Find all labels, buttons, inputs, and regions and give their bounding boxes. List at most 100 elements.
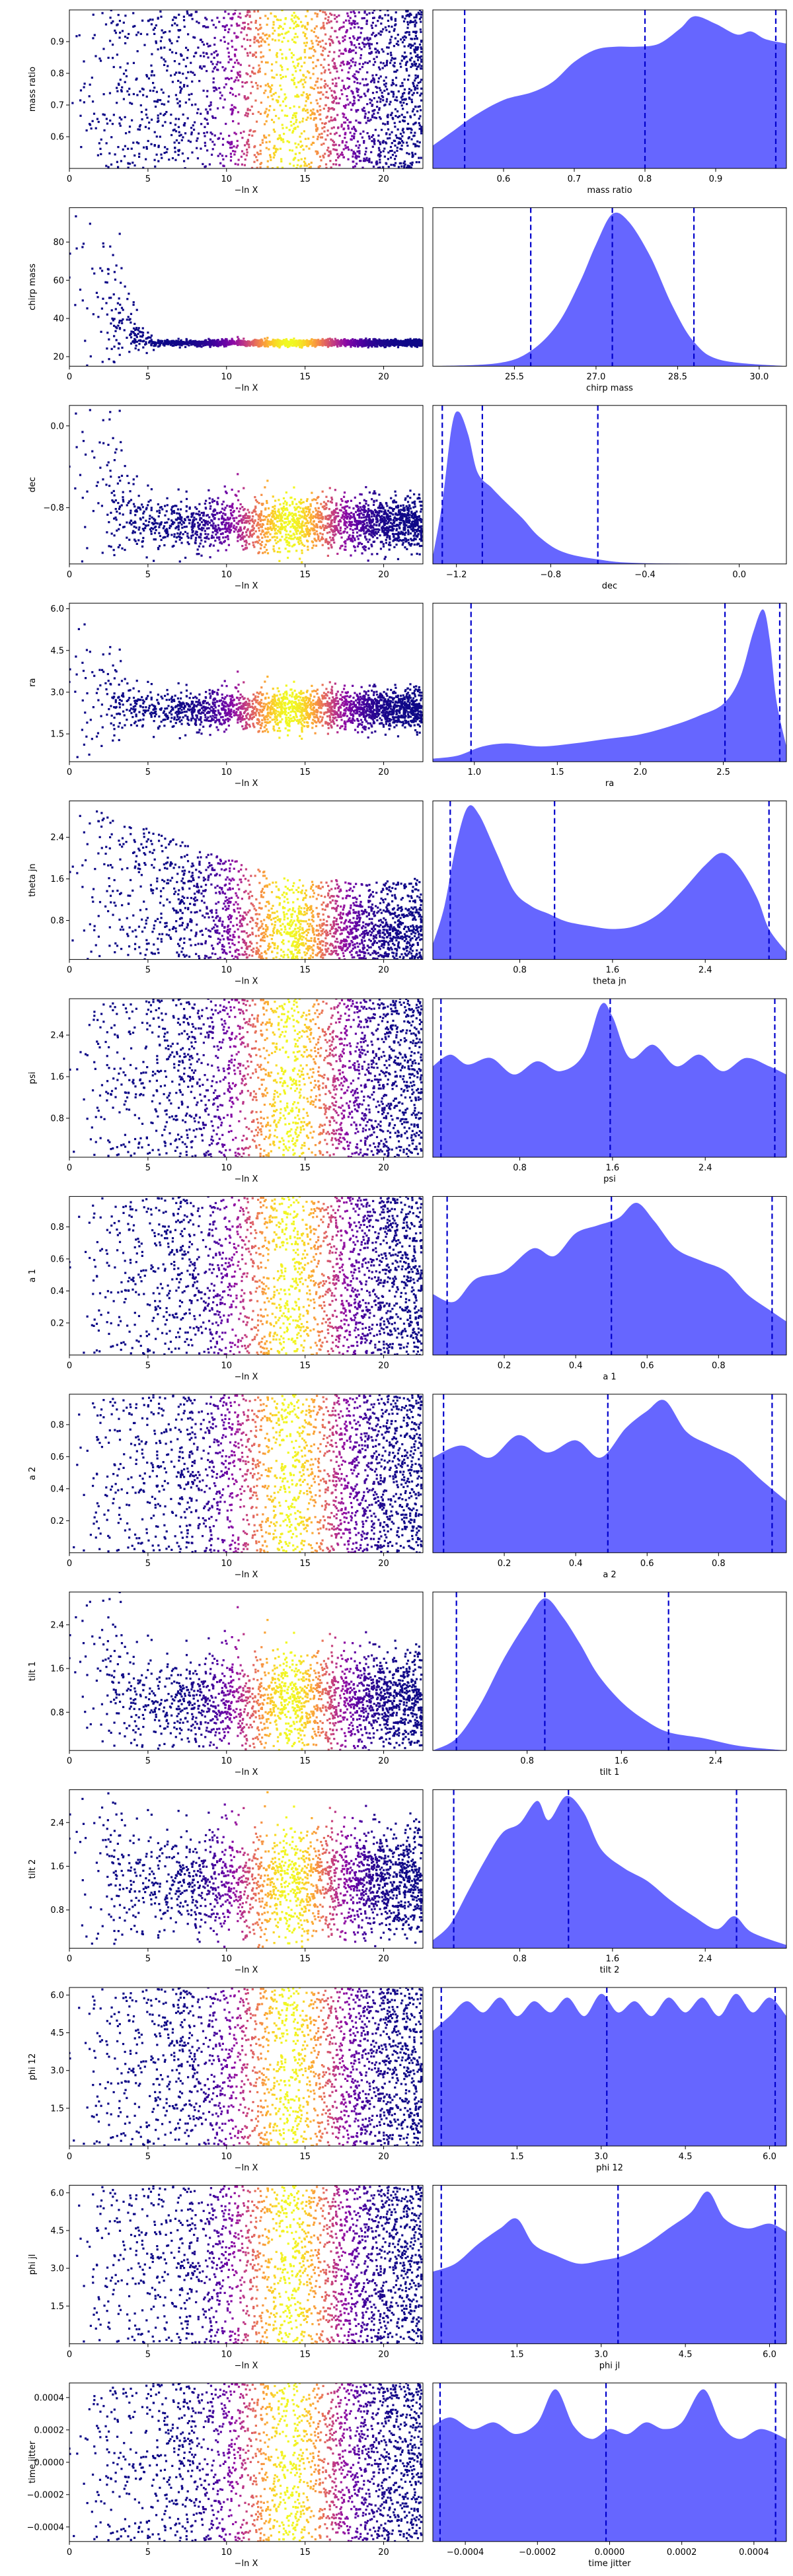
sample-point — [71, 102, 74, 104]
sample-point — [116, 102, 118, 104]
sample-point — [418, 343, 421, 345]
sample-point — [183, 84, 186, 87]
sample-point — [221, 94, 223, 97]
sample-point — [209, 104, 212, 106]
sample-point — [151, 71, 153, 73]
sample-point — [406, 166, 409, 168]
sample-point — [124, 81, 126, 83]
sample-point — [137, 327, 140, 330]
sample-point — [294, 114, 297, 117]
sample-point — [118, 326, 122, 330]
sample-point — [399, 101, 402, 104]
sample-point — [111, 317, 114, 320]
sample-point — [388, 103, 391, 106]
sample-point — [342, 36, 344, 39]
sample-point — [410, 56, 413, 59]
sample-point — [316, 13, 319, 15]
sample-point — [243, 26, 246, 28]
sample-point — [303, 42, 306, 44]
sample-point — [269, 156, 272, 159]
sample-point — [384, 103, 387, 106]
sample-point — [344, 147, 347, 149]
sample-point — [258, 69, 260, 72]
sample-point — [403, 45, 406, 48]
sample-point — [304, 56, 307, 59]
sample-point — [287, 141, 291, 143]
sample-point — [192, 342, 195, 345]
sample-point — [264, 345, 266, 347]
sample-point — [374, 48, 377, 50]
x-tick-label: 0.8 — [638, 174, 652, 184]
sample-point — [160, 153, 163, 156]
sample-point — [314, 50, 317, 53]
sample-point — [394, 338, 397, 341]
sample-point — [142, 346, 145, 349]
sample-point — [272, 156, 275, 159]
sample-point — [350, 342, 353, 345]
sample-point — [164, 112, 167, 116]
sample-point — [338, 40, 340, 43]
sample-point — [118, 297, 120, 300]
sample-point — [238, 93, 241, 96]
sample-point — [81, 497, 84, 499]
sample-point — [86, 307, 89, 310]
sample-point — [182, 341, 185, 343]
sample-point — [127, 147, 130, 150]
sample-point — [398, 340, 401, 343]
sample-point — [241, 150, 244, 153]
sample-point — [348, 37, 351, 40]
sample-point — [317, 135, 319, 138]
sample-point — [263, 92, 266, 94]
sample-point — [233, 32, 236, 34]
sample-point — [176, 340, 178, 343]
sample-point — [417, 11, 420, 14]
sample-point — [147, 127, 150, 129]
sample-point — [208, 342, 211, 345]
sample-point — [283, 514, 285, 517]
sample-point — [352, 161, 355, 163]
sample-point — [418, 157, 420, 159]
sample-point — [110, 136, 113, 139]
sample-point — [393, 151, 396, 154]
sample-point — [237, 336, 239, 338]
sample-point — [387, 151, 390, 154]
sample-point — [91, 268, 94, 270]
sample-point — [277, 540, 280, 543]
sample-point — [361, 109, 364, 112]
sample-point — [356, 90, 358, 92]
sample-point — [324, 83, 327, 85]
sample-point — [180, 133, 182, 136]
sample-point — [286, 341, 289, 343]
sample-point — [94, 55, 97, 57]
sample-point — [398, 343, 400, 346]
sample-point — [280, 526, 282, 528]
sample-point — [143, 146, 145, 149]
sample-point — [292, 164, 295, 167]
sample-point — [317, 91, 320, 94]
sample-point — [346, 118, 349, 121]
sample-point — [121, 30, 124, 32]
sample-point — [280, 340, 283, 343]
sample-point — [150, 118, 153, 121]
sample-point — [337, 341, 340, 344]
sample-point — [408, 343, 411, 345]
sample-point — [263, 341, 266, 344]
sample-point — [171, 81, 174, 83]
sample-point — [354, 52, 358, 54]
sample-point — [420, 342, 423, 345]
sample-point — [359, 159, 362, 162]
sample-point — [240, 155, 243, 158]
sample-point — [354, 12, 356, 15]
sample-point — [352, 151, 355, 153]
sample-point — [142, 166, 145, 168]
sample-point — [110, 322, 112, 325]
sample-point — [317, 536, 320, 539]
sample-point — [359, 82, 361, 85]
sample-point — [274, 15, 277, 18]
sample-point — [413, 134, 416, 137]
sample-point — [419, 28, 422, 31]
sample-point — [133, 338, 136, 340]
sample-point — [348, 50, 350, 52]
sample-point — [159, 343, 162, 346]
sample-point — [188, 341, 190, 345]
